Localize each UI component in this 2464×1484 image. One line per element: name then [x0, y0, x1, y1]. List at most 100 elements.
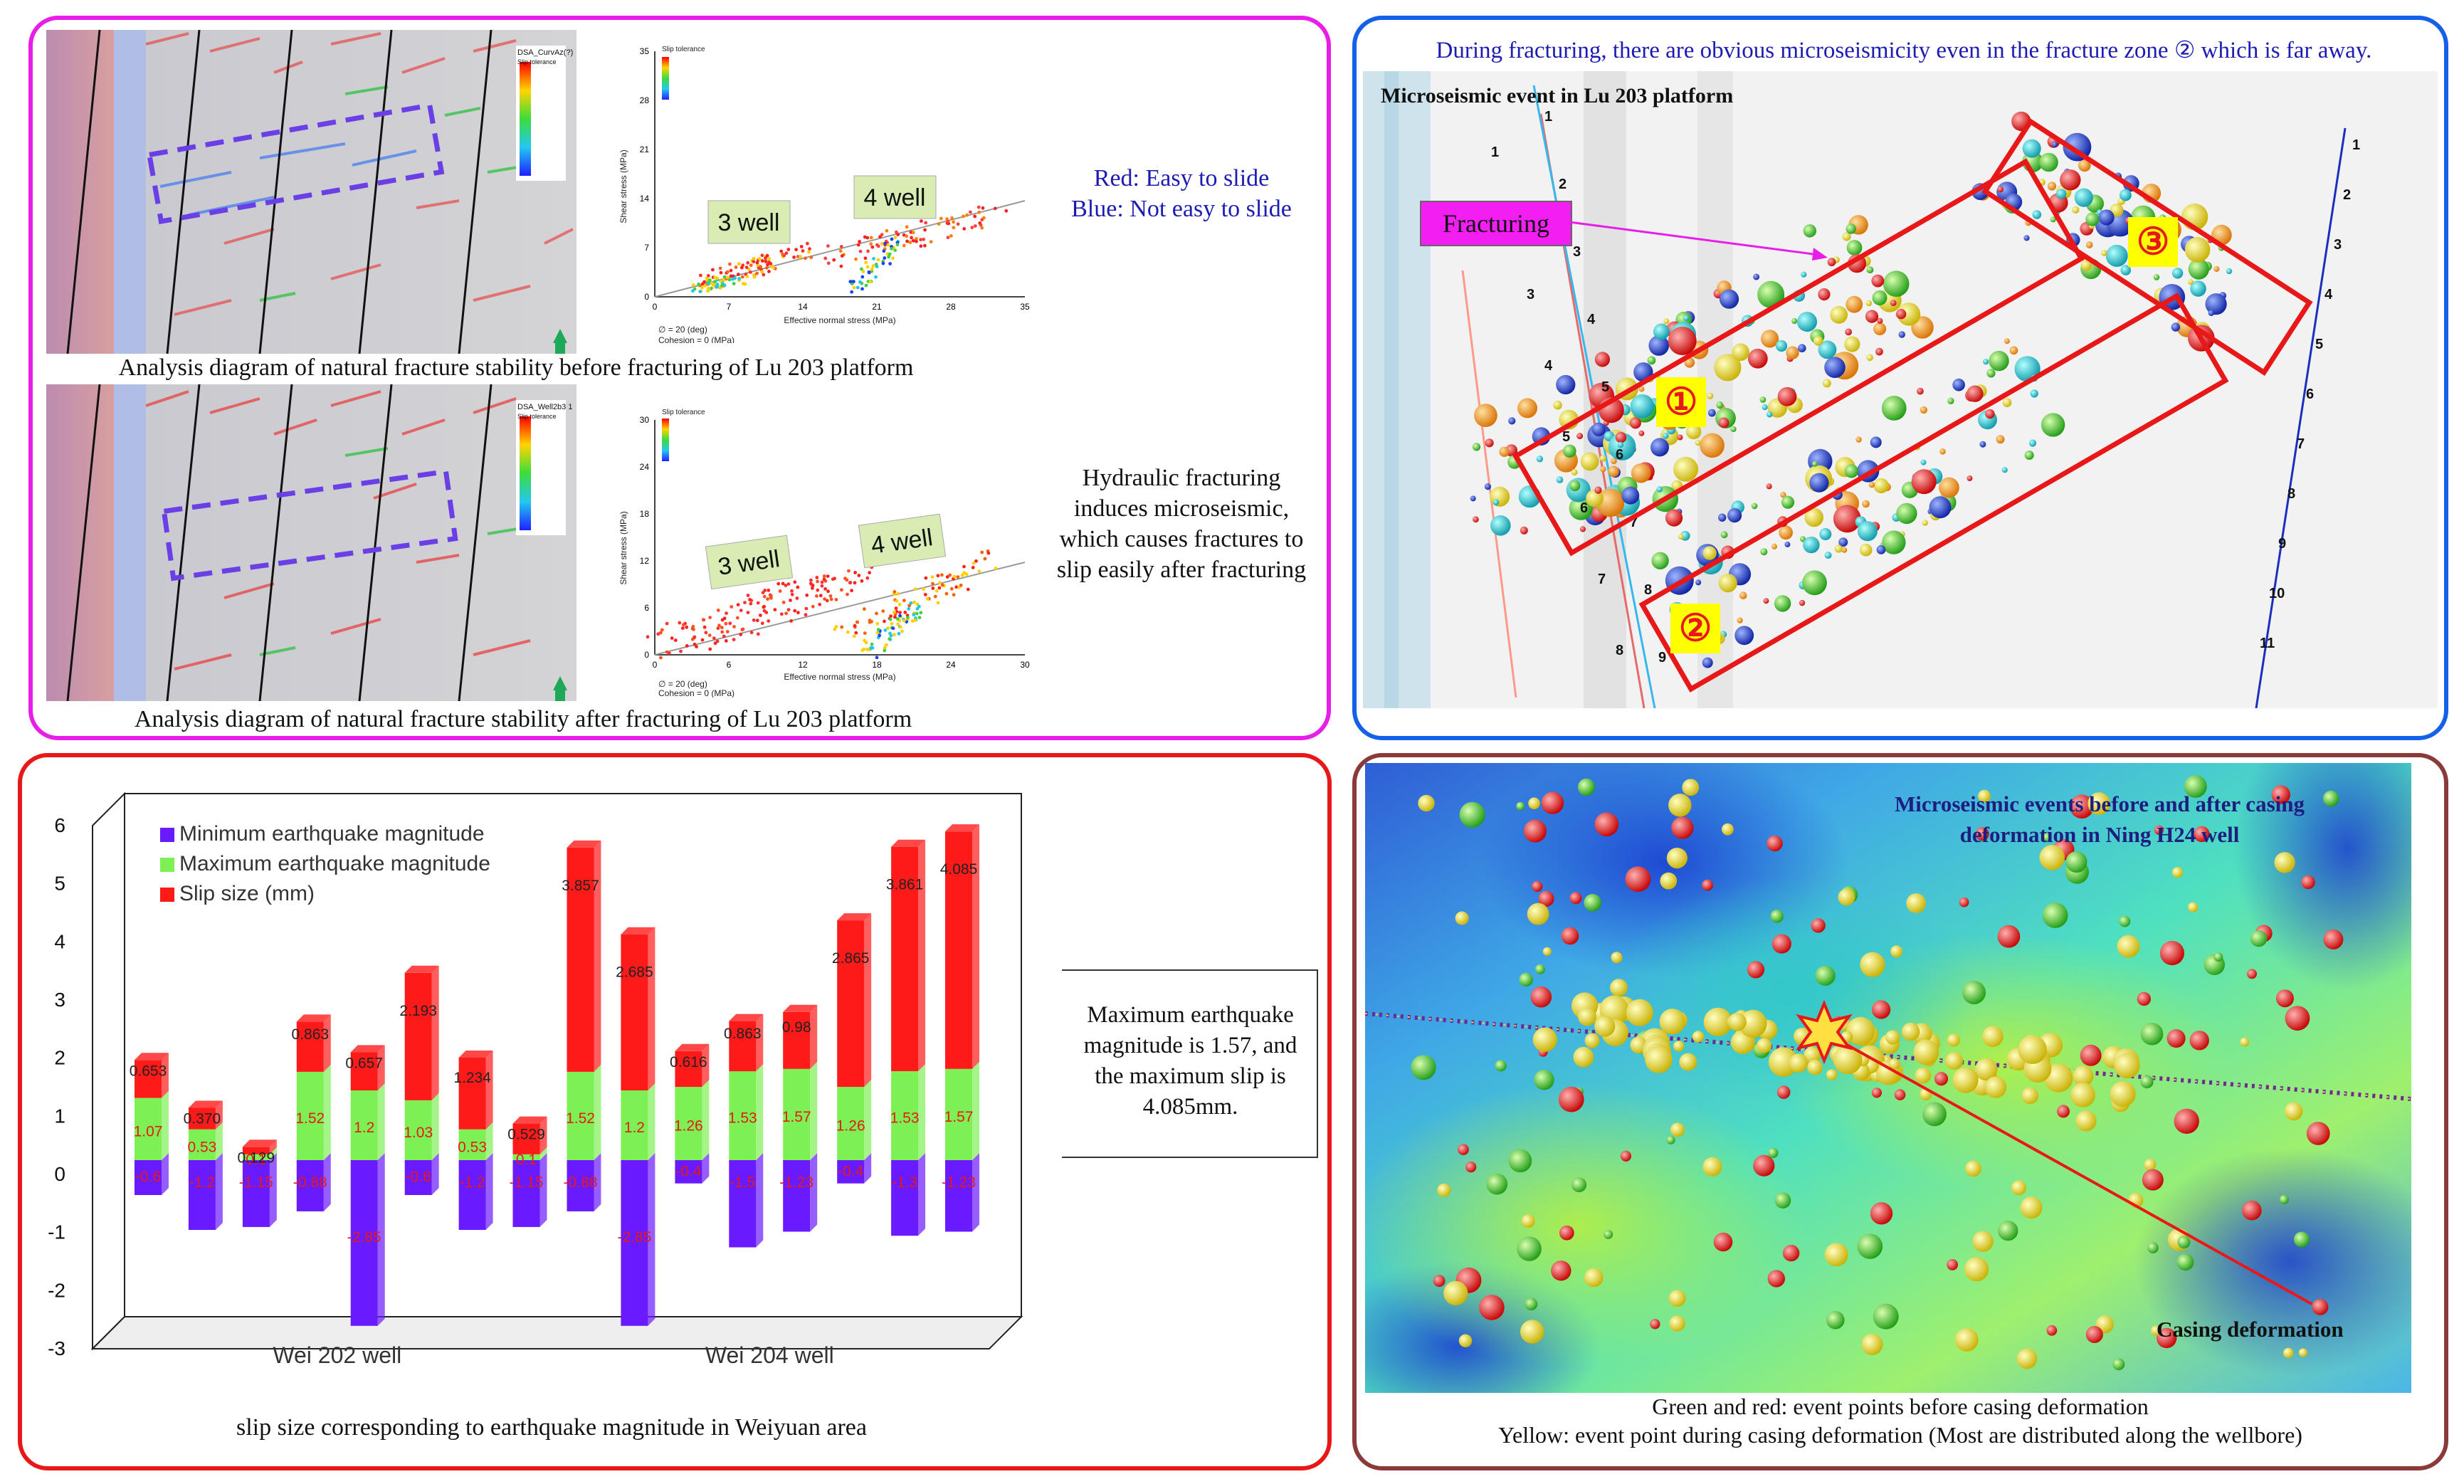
scatter-point [725, 630, 730, 633]
event-point [2283, 1347, 2294, 1359]
scatter-point [922, 587, 926, 591]
scatter-point [946, 236, 950, 240]
scatter-point [697, 282, 700, 286]
event-point-during [1645, 1046, 1673, 1073]
scatter-point [748, 598, 752, 601]
bar-segment [404, 1100, 432, 1160]
event-point [2085, 1326, 2103, 1343]
scatter-point [977, 210, 981, 214]
microseismic-event [1556, 476, 1564, 483]
scatter-point [971, 566, 975, 569]
event-point [1437, 1183, 1451, 1197]
microseismic-event [2159, 284, 2186, 310]
microseismic-event [1799, 599, 1806, 606]
microseismic-event [1761, 330, 1779, 348]
scatter-point [809, 256, 814, 259]
microseismic-event [1594, 352, 1610, 367]
scatter-point [839, 264, 843, 268]
scatter-xtick: 28 [946, 302, 956, 312]
scatter-point [801, 249, 805, 253]
microseismic-event [1559, 409, 1579, 430]
scatter-point [799, 255, 803, 258]
scatter-point [735, 616, 739, 620]
scatter-point [962, 214, 965, 219]
microseismic-event [1846, 295, 1863, 313]
scatter-point [811, 586, 814, 590]
scatter-point [858, 249, 863, 253]
scatter-point [767, 270, 771, 273]
event-point [1771, 934, 1791, 954]
microseismic-event [1877, 317, 1883, 324]
bl-caption: slip size corresponding to earthquake ma… [236, 1414, 867, 1441]
microseismic-event [1857, 460, 1880, 483]
scatter-point [860, 275, 865, 279]
microseismic-event [1833, 505, 1861, 533]
bar-data-label: 1.57 [944, 1109, 974, 1125]
bar-segment [350, 1052, 378, 1090]
scatter-point [755, 619, 759, 623]
scatter-point [875, 611, 878, 616]
scatter-point [863, 607, 866, 611]
microseismic-event [1596, 488, 1625, 517]
microseismic-event [1677, 434, 1683, 441]
event-point [1670, 1122, 1685, 1137]
scatter-point [690, 626, 695, 631]
bar-top [567, 840, 601, 848]
scatter-point [974, 559, 978, 563]
microseismic-event [1897, 302, 1921, 326]
scatter-point [846, 630, 850, 634]
event-point [2322, 790, 2339, 807]
scatter-point [710, 281, 714, 285]
event-point [2240, 1037, 2250, 1047]
microseismic-event [2120, 189, 2132, 201]
microseismic-event [1737, 617, 1743, 623]
scatter-point [931, 586, 935, 590]
scatter-point [762, 605, 766, 609]
microseismic-event [1838, 537, 1848, 547]
bar-top [621, 927, 656, 935]
well-b-depth-tick: 2 [1559, 177, 1567, 192]
scatter-point [658, 631, 663, 635]
scatter-point [700, 282, 705, 286]
scatter-point [980, 550, 984, 554]
event-point [2250, 930, 2268, 947]
scatter-point [690, 637, 695, 641]
microseismic-event [1579, 526, 1586, 532]
scatter-point [685, 644, 689, 648]
microseismic-event [1881, 396, 1907, 421]
scatter-point [665, 621, 669, 626]
bar-top [837, 913, 872, 921]
scatter-point [893, 633, 896, 636]
bar-data-label: -2.85 [347, 1229, 381, 1246]
scatter-point [755, 261, 759, 265]
scatter2-foot1: ∅ = 20 (deg) [658, 679, 707, 689]
scatter-point [888, 252, 892, 256]
scatter-point [853, 581, 857, 585]
microseismic-event [1653, 323, 1670, 340]
microseismic-event [2153, 274, 2160, 280]
scatter-point [713, 641, 717, 646]
scatter-point [905, 225, 909, 229]
microseismic-event [2039, 152, 2058, 172]
event-point-during [1728, 1012, 1747, 1031]
event-point [1964, 1257, 1989, 1282]
scatter-point [759, 614, 762, 617]
scatter-point [915, 239, 918, 243]
microseismic-event [1865, 300, 1873, 307]
br-title-line2: deformation in Ning H24 well [1959, 822, 2240, 847]
map2-legend-title: DSA_Well2b3 1 [517, 403, 572, 411]
event-point [1525, 1298, 1538, 1311]
scatter-point [972, 561, 976, 565]
scatter-point [705, 276, 709, 280]
scatter-ytick: 28 [640, 95, 650, 105]
microseismic-event [1859, 544, 1873, 557]
scatter-point [828, 594, 833, 598]
microseismic-event [1920, 459, 1927, 465]
bar-segment [188, 1107, 216, 1130]
event-point [1702, 879, 1713, 891]
microseismic-event [1866, 354, 1873, 362]
well-a-depth-tick: 1 [1491, 144, 1499, 160]
scatter-point [691, 289, 695, 293]
event-point [2279, 1194, 2289, 1204]
microseismic-event [1873, 322, 1887, 336]
